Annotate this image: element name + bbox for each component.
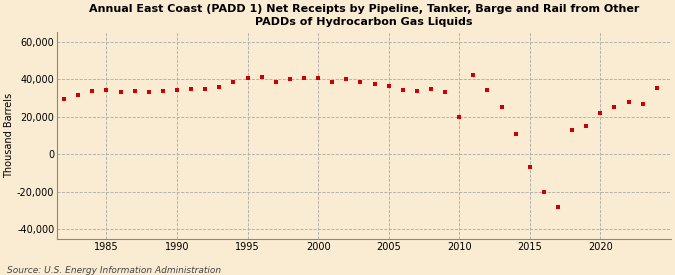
Point	[228, 80, 239, 84]
Point	[609, 105, 620, 110]
Text: Source: U.S. Energy Information Administration: Source: U.S. Energy Information Administ…	[7, 266, 221, 275]
Point	[369, 82, 380, 86]
Point	[524, 165, 535, 170]
Point	[439, 90, 450, 95]
Point	[567, 128, 578, 132]
Point	[496, 105, 507, 110]
Point	[59, 97, 70, 101]
Point	[454, 115, 464, 119]
Point	[313, 76, 323, 81]
Point	[383, 84, 394, 88]
Point	[412, 89, 423, 94]
Point	[271, 80, 281, 84]
Point	[298, 76, 309, 81]
Point	[651, 86, 662, 90]
Point	[355, 80, 366, 84]
Point	[595, 111, 605, 115]
Y-axis label: Thousand Barrels: Thousand Barrels	[4, 93, 14, 178]
Point	[200, 86, 211, 91]
Point	[327, 80, 338, 84]
Point	[398, 87, 408, 92]
Point	[73, 93, 84, 97]
Point	[242, 76, 253, 81]
Title: Annual East Coast (PADD 1) Net Receipts by Pipeline, Tanker, Barge and Rail from: Annual East Coast (PADD 1) Net Receipts …	[89, 4, 639, 28]
Point	[130, 89, 140, 94]
Point	[45, 95, 55, 99]
Point	[341, 77, 352, 81]
Point	[143, 90, 154, 95]
Point	[214, 84, 225, 89]
Point	[101, 87, 112, 92]
Point	[171, 87, 182, 92]
Point	[468, 72, 479, 77]
Point	[623, 100, 634, 104]
Point	[637, 101, 648, 106]
Point	[553, 205, 564, 209]
Point	[510, 131, 521, 136]
Point	[580, 124, 591, 128]
Point	[482, 87, 493, 92]
Point	[425, 86, 436, 91]
Point	[539, 190, 549, 194]
Point	[87, 89, 98, 94]
Point	[256, 75, 267, 79]
Point	[186, 86, 196, 91]
Point	[115, 90, 126, 95]
Point	[157, 88, 168, 93]
Point	[284, 77, 295, 81]
